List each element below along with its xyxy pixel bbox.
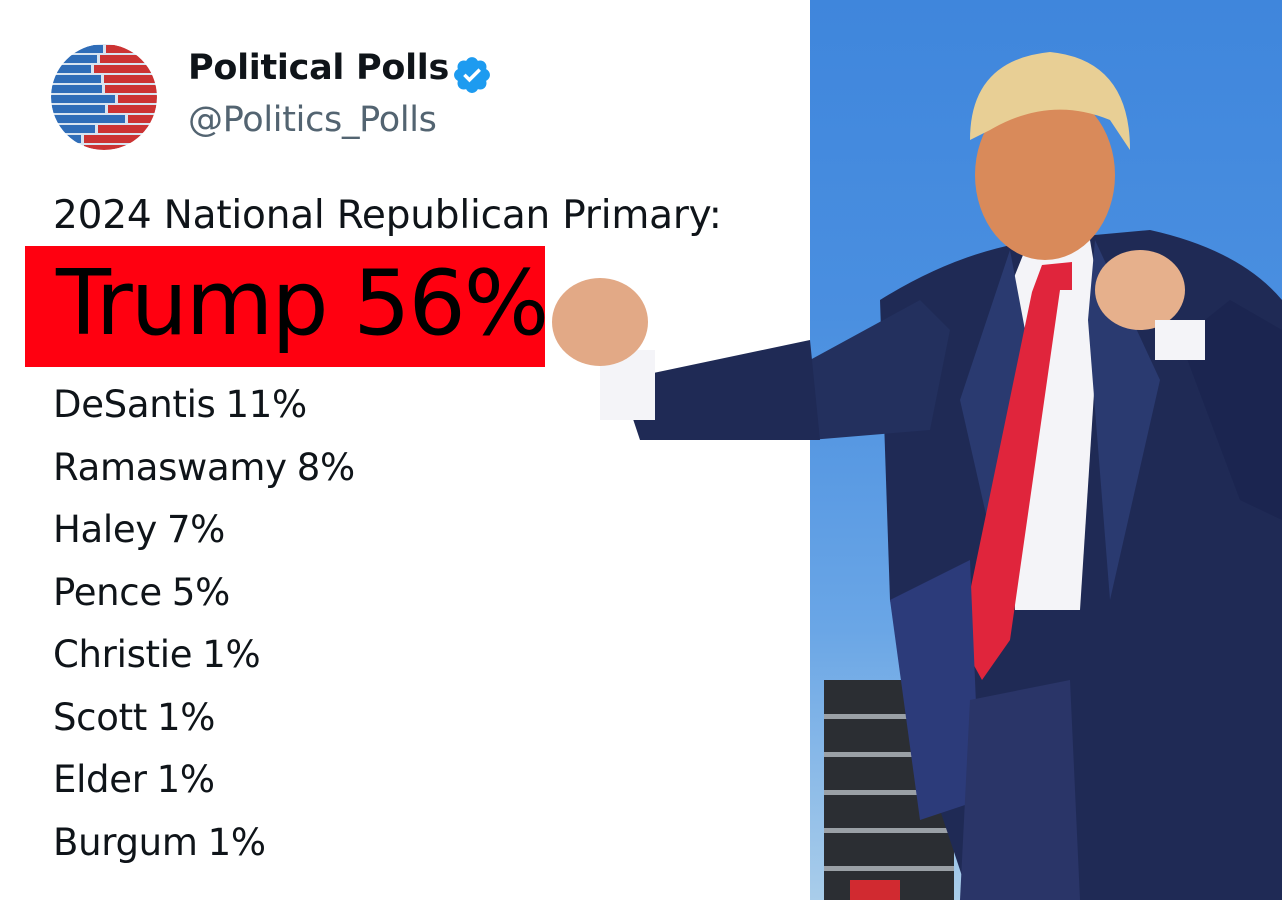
candidate-name: Elder: [53, 758, 147, 801]
leader-name: Trump: [56, 251, 329, 356]
candidate-row: Scott 1%: [53, 687, 355, 750]
candidate-row: Elder 1%: [53, 749, 355, 812]
candidate-value: 1%: [207, 820, 266, 864]
candidate-name: Pence: [53, 570, 162, 614]
candidate-row: Ramaswamy 8%: [53, 437, 355, 500]
candidate-row: Christie 1%: [53, 624, 355, 687]
photo-illustration: [810, 52, 1282, 900]
account-handle[interactable]: @Politics_Polls: [188, 100, 437, 140]
candidate-row: DeSantis 11%: [53, 374, 355, 437]
candidate-value: 11%: [225, 383, 308, 426]
candidate-row: Pence 5%: [53, 562, 355, 625]
candidate-name: DeSantis: [53, 383, 216, 426]
candidate-name: Haley: [53, 508, 157, 551]
poll-title: 2024 National Republican Primary:: [53, 193, 722, 238]
poll-card: Political Polls @Politics_Polls 2024 Nat…: [25, 44, 722, 874]
avatar[interactable]: [51, 44, 157, 150]
candidate-value: 1%: [202, 633, 261, 676]
leader-result: Trump 56%: [56, 251, 549, 356]
candidate-row: Haley 7%: [53, 499, 355, 562]
leader-value: 56%: [353, 251, 549, 356]
candidate-photo: [810, 0, 1282, 900]
candidate-value: 5%: [171, 570, 230, 614]
account-name[interactable]: Political Polls: [188, 48, 449, 88]
candidate-name: Christie: [53, 633, 193, 676]
candidate-name: Scott: [53, 695, 147, 739]
candidate-name: Burgum: [53, 820, 198, 864]
candidate-name: Ramaswamy: [53, 445, 287, 489]
political-polls-logo-icon: [51, 44, 157, 150]
candidate-row: Burgum 1%: [53, 812, 355, 875]
candidate-value: 7%: [166, 508, 226, 551]
candidate-value: 1%: [156, 695, 216, 739]
candidate-value: 8%: [296, 445, 355, 489]
candidate-value: 1%: [156, 758, 215, 801]
verified-badge-icon: [454, 57, 490, 93]
leader-highlight: [25, 246, 545, 367]
candidate-list: DeSantis 11% Ramaswamy 8% Haley 7% Pence 5% …: [53, 374, 355, 874]
